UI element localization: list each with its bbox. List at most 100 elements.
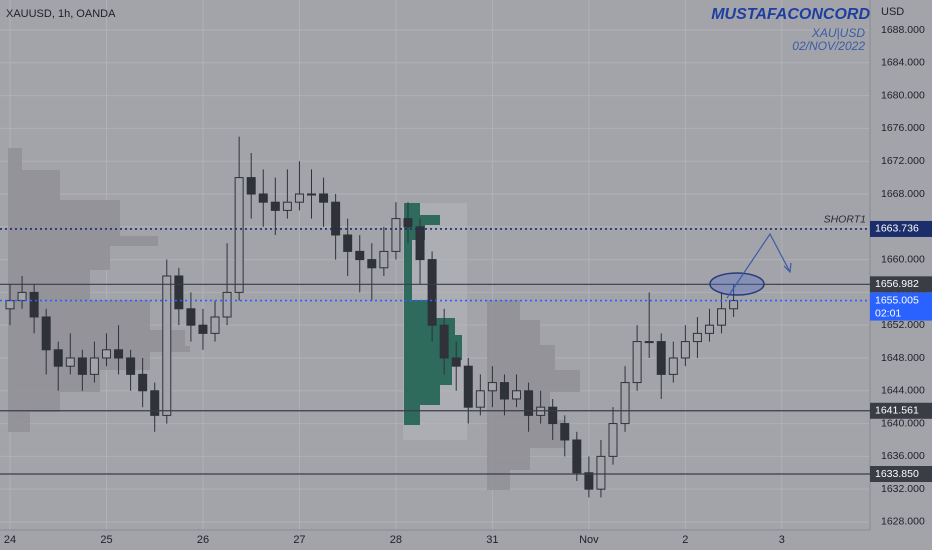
candle-body [439,324,449,359]
x-tick-label: 27 [293,534,305,546]
candle-body [475,390,485,408]
price-label: 1663.736 [875,223,919,235]
candle-body [5,300,15,310]
y-tick-label: 1648.000 [881,352,925,364]
candle-body [186,308,196,326]
candle-body [222,291,232,318]
candle-body [41,316,51,351]
countdown: 02:01 [875,307,901,319]
volume-profile [8,148,190,432]
x-tick-label: 31 [486,534,498,546]
price-label: 1633.850 [875,468,919,480]
candle-body [17,291,27,302]
candle-body [114,349,124,359]
candle-body [65,357,75,367]
x-tick-label: 28 [390,534,402,546]
candle-body [258,193,268,203]
candle-body [415,226,425,261]
price-label: 1655.005 [875,294,919,306]
candle-body [451,357,461,367]
candle-body [560,423,570,441]
x-tick-label: 24 [4,534,16,546]
price-label-box [870,402,932,419]
y-tick-label: 1652.000 [881,319,925,331]
x-tick-label: Nov [579,534,599,546]
level-label: SHORT1 [824,214,866,226]
y-tick-label: 1628.000 [881,516,925,528]
arrow-head [783,262,792,274]
candle-body [403,218,413,228]
volume-profile [487,300,580,490]
watermark-date: 02/NOV/2022 [792,39,865,53]
price-label-box [870,220,932,237]
price-axis [870,0,932,550]
candle-body [596,455,606,490]
volume-profile [404,203,462,425]
x-tick-label: 26 [197,534,209,546]
candle-body [572,439,582,474]
candle-body [632,341,642,384]
candle-body [355,250,365,261]
candle-body [210,316,220,334]
candle-body [270,201,280,211]
x-tick-label: 2 [682,534,688,546]
candle-body [198,324,208,334]
candle-body [524,390,534,416]
candle-body [391,218,401,252]
y-tick-label: 1684.000 [881,57,925,69]
y-tick-label: 1644.000 [881,385,925,397]
price-label-box [870,276,932,293]
candle-body [668,357,678,375]
candle-body [692,332,702,343]
candle-body [138,373,148,392]
candle-body [680,341,690,359]
candle-body [548,406,558,425]
y-tick-label: 1636.000 [881,450,925,462]
candle-body [644,341,654,344]
candle-body [717,308,727,326]
y-tick-label: 1680.000 [881,89,925,101]
candle-body [307,193,316,196]
candle-body [463,365,473,408]
price-label: 1656.982 [875,278,919,290]
candle-body [53,349,63,367]
annotation-arrow [726,232,791,299]
y-axis-label: USD [881,6,904,18]
candle-body [427,259,437,326]
candle-body [620,382,630,425]
chart-title: XAUUSD, 1h, OANDA [6,8,116,20]
candle-body [656,341,666,375]
candle-body [101,349,111,359]
x-tick-label: 3 [779,534,785,546]
y-tick-label: 1640.000 [881,417,925,429]
candle-body [584,472,594,490]
candle-body [512,390,522,400]
y-tick-label: 1668.000 [881,188,925,200]
candle-body [162,275,172,416]
candle-body [89,357,99,375]
y-tick-label: 1688.000 [881,24,925,36]
candle-body [379,250,389,269]
candle-body [608,423,618,457]
candle-body [499,382,509,400]
candle-body [234,177,244,293]
watermark-symbol: XAU|USD [811,26,865,40]
candle-body [729,300,739,310]
candle-body [246,177,256,195]
y-tick-label: 1632.000 [881,483,925,495]
candle-body [704,324,714,334]
candle-body [150,390,160,416]
y-tick-label: 1672.000 [881,155,925,167]
candle-body [126,357,136,375]
x-tick-label: 25 [100,534,112,546]
candle-body [29,291,39,318]
candle-body [77,357,87,375]
candle-body [294,193,304,203]
plot [0,136,870,498]
candle-body [343,234,353,252]
candle-body [331,201,341,236]
candle-body [487,382,497,392]
watermark-author: MUSTAFACONCORD [711,6,870,23]
